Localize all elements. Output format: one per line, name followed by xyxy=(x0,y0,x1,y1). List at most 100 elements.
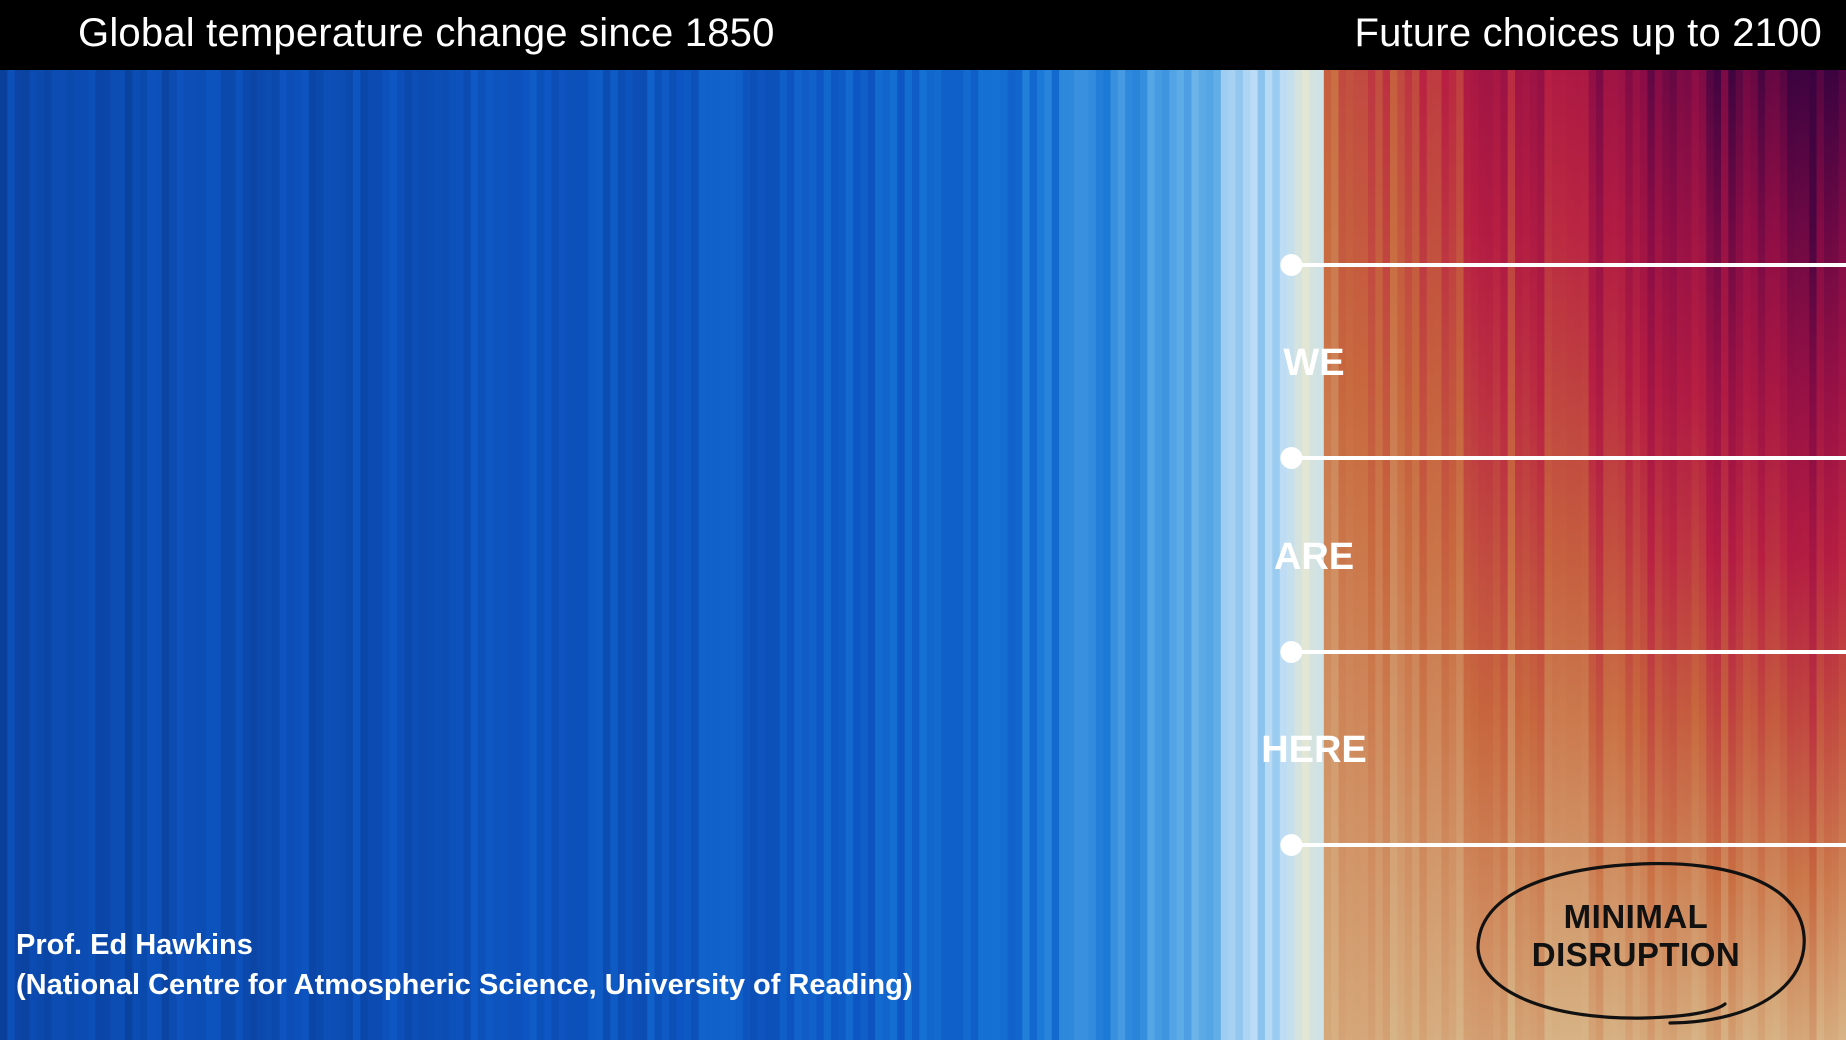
stripe-year-1902 xyxy=(382,70,391,1040)
stripe-year-2031 xyxy=(1331,70,1340,1040)
stripe-year-1987 xyxy=(1007,70,1016,1040)
stripe-year-1862 xyxy=(88,70,97,1040)
stripe-year-1916 xyxy=(485,70,494,1040)
stripe-year-2053 xyxy=(1492,70,1501,1040)
stripe-year-1958 xyxy=(794,70,803,1040)
stripe-year-2066 xyxy=(1588,70,1597,1040)
stripe-year-2082 xyxy=(1706,70,1715,1040)
author-affiliation: (National Centre for Atmospheric Science… xyxy=(16,969,913,1001)
stripe-year-2079 xyxy=(1684,70,1693,1040)
stripe-year-1939 xyxy=(654,70,663,1040)
stripe-year-2078 xyxy=(1676,70,1685,1040)
author-credit: Prof. Ed Hawkins (National Centre for At… xyxy=(16,925,913,1005)
stripe-year-1873 xyxy=(169,70,178,1040)
stripe-year-2069 xyxy=(1610,70,1619,1040)
stripe-year-1917 xyxy=(492,70,501,1040)
stripe-year-1972 xyxy=(897,70,906,1040)
stripe-year-1936 xyxy=(632,70,641,1040)
stripe-year-2064 xyxy=(1573,70,1582,1040)
stripe-year-1884 xyxy=(250,70,259,1040)
stripe-year-2017 xyxy=(1228,70,1237,1040)
stripe-year-2012 xyxy=(1191,70,1200,1040)
stripe-year-2051 xyxy=(1478,70,1487,1040)
stripe-year-1890 xyxy=(294,70,303,1040)
stripe-year-1933 xyxy=(610,70,619,1040)
stripe-year-2044 xyxy=(1426,70,1435,1040)
stripe-year-1908 xyxy=(426,70,435,1040)
stripe-year-2047 xyxy=(1448,70,1457,1040)
stripe-year-2097 xyxy=(1816,70,1825,1040)
stripe-year-1894 xyxy=(323,70,332,1040)
stripe-year-1993 xyxy=(1051,70,1060,1040)
stripe-year-2045 xyxy=(1434,70,1443,1040)
stripe-year-1960 xyxy=(809,70,817,1040)
stripe-year-2028 xyxy=(1309,70,1318,1040)
stripe-year-2099 xyxy=(1831,70,1840,1040)
stripe-year-1978 xyxy=(941,70,950,1040)
stripe-year-1879 xyxy=(213,70,222,1040)
stripe-year-2088 xyxy=(1750,70,1759,1040)
stripe-year-2001 xyxy=(1110,70,1119,1040)
stripe-year-1866 xyxy=(117,70,126,1040)
stripe-year-1886 xyxy=(264,70,273,1040)
stripe-year-1855 xyxy=(36,70,45,1040)
stripe-year-2059 xyxy=(1537,70,1546,1040)
stripe-year-1934 xyxy=(617,70,626,1040)
stripe-year-1881 xyxy=(227,70,236,1040)
stripe-year-1973 xyxy=(904,70,913,1040)
stripe-year-2073 xyxy=(1640,70,1649,1040)
stripe-year-1889 xyxy=(286,70,295,1040)
stripe-year-2035 xyxy=(1360,70,1369,1040)
stamp-line-1: MINIMAL xyxy=(1563,898,1709,935)
stripe-year-2046 xyxy=(1441,70,1450,1040)
stripe-year-1900 xyxy=(367,70,376,1040)
stripe-year-1999 xyxy=(1095,70,1104,1040)
page-title: Global temperature change since 1850 xyxy=(78,11,775,55)
stripe-year-2006 xyxy=(1147,70,1156,1040)
stripe-year-1995 xyxy=(1066,70,1075,1040)
stripe-year-1989 xyxy=(1022,70,1031,1040)
stripe-year-2037 xyxy=(1375,70,1384,1040)
stripe-year-1964 xyxy=(838,70,847,1040)
stripe-year-1906 xyxy=(411,70,420,1040)
stripe-year-2052 xyxy=(1485,70,1494,1040)
stripe-year-1988 xyxy=(1014,70,1023,1040)
stripe-year-1870 xyxy=(147,70,156,1040)
stripe-year-1927 xyxy=(566,70,575,1040)
stripe-year-2056 xyxy=(1515,70,1523,1040)
stripe-year-1980 xyxy=(956,70,965,1040)
stripe-year-2018 xyxy=(1235,70,1244,1040)
stripe-year-2003 xyxy=(1125,70,1134,1040)
stripe-year-1895 xyxy=(330,70,339,1040)
stripe-year-1953 xyxy=(757,70,766,1040)
future-title: Future choices up to 2100 xyxy=(1354,11,1822,55)
stripe-year-2093 xyxy=(1787,70,1796,1040)
stripe-year-1910 xyxy=(441,70,450,1040)
stripe-year-2055 xyxy=(1507,70,1516,1040)
stripe-year-1893 xyxy=(316,70,325,1040)
stripe-year-2094 xyxy=(1794,70,1803,1040)
stripe-year-1968 xyxy=(867,70,876,1040)
stripe-year-2010 xyxy=(1176,70,1185,1040)
stripe-year-1868 xyxy=(132,70,141,1040)
stripe-year-2034 xyxy=(1353,70,1362,1040)
stamp-label: MINIMAL DISRUPTION xyxy=(1474,898,1798,974)
stripe-year-1991 xyxy=(1037,70,1045,1040)
stripe-year-1897 xyxy=(345,70,354,1040)
stripe-year-1860 xyxy=(73,70,82,1040)
stripe-year-1915 xyxy=(478,70,486,1040)
stripes-chart xyxy=(0,70,1846,1040)
stripe-year-2089 xyxy=(1757,70,1766,1040)
stripe-year-2030 xyxy=(1323,70,1332,1040)
stripe-year-2050 xyxy=(1470,70,1479,1040)
stripe-year-1975 xyxy=(919,70,928,1040)
stripe-year-1925 xyxy=(551,70,560,1040)
stripe-year-1928 xyxy=(573,70,582,1040)
stripe-year-1929 xyxy=(581,70,589,1040)
past-stripes-group xyxy=(0,70,1325,1040)
stripe-year-1932 xyxy=(603,70,612,1040)
stripe-year-1940 xyxy=(661,70,670,1040)
stripe-year-2092 xyxy=(1779,70,1788,1040)
stripe-year-1985 xyxy=(992,70,1001,1040)
